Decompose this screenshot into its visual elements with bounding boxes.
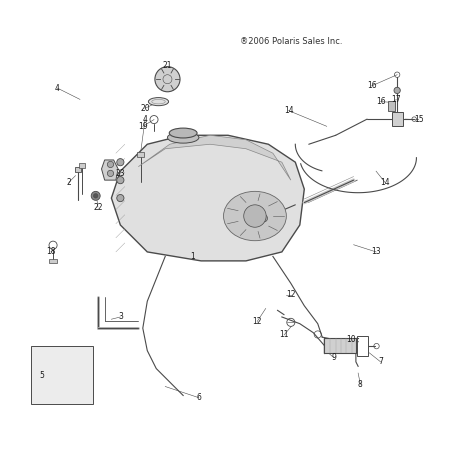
Circle shape [244,205,266,227]
Text: 5: 5 [39,371,44,380]
Ellipse shape [169,128,197,138]
Circle shape [117,158,124,166]
Bar [74,166,81,172]
Text: 7: 7 [378,357,383,366]
Circle shape [260,215,267,222]
Ellipse shape [167,132,199,143]
Circle shape [91,191,100,200]
Text: 16: 16 [367,81,376,90]
Text: ®2006 Polaris Sales Inc.: ®2006 Polaris Sales Inc. [239,36,342,45]
Polygon shape [111,135,304,261]
Polygon shape [101,160,118,180]
Text: 14: 14 [380,178,390,187]
Text: 12: 12 [286,290,296,299]
Text: 12: 12 [253,317,262,326]
Text: 4: 4 [143,115,147,124]
Text: 8: 8 [358,380,363,389]
Text: 9: 9 [331,353,336,362]
Text: 14: 14 [284,106,293,115]
Text: 19: 19 [138,122,147,131]
Circle shape [394,87,401,94]
Circle shape [117,194,124,202]
Text: 4: 4 [55,84,60,93]
Text: 3: 3 [118,312,123,321]
Text: 22: 22 [93,202,103,211]
Text: 13: 13 [371,248,381,256]
Text: 17: 17 [392,95,401,104]
Ellipse shape [148,98,169,106]
Text: 20: 20 [140,104,150,113]
Text: 1: 1 [190,252,194,261]
Bar [49,259,57,263]
Circle shape [155,67,180,92]
Bar [357,336,368,356]
Text: 15: 15 [414,115,423,124]
Text: 2: 2 [66,178,71,187]
Bar [325,338,356,353]
Bar [79,163,85,168]
Circle shape [93,194,98,198]
Text: 23: 23 [116,169,125,178]
Circle shape [107,161,114,167]
Text: 10: 10 [346,335,356,344]
Text: 6: 6 [196,393,201,402]
Bar [388,101,395,111]
Bar [392,112,403,126]
Text: 21: 21 [163,61,172,70]
Polygon shape [138,135,291,180]
Text: 11: 11 [279,330,289,339]
Text: 16: 16 [376,97,385,106]
Bar [31,346,93,405]
Circle shape [107,170,114,176]
Text: 18: 18 [46,248,55,256]
Circle shape [117,176,124,184]
Bar [137,152,144,157]
Ellipse shape [224,191,286,241]
